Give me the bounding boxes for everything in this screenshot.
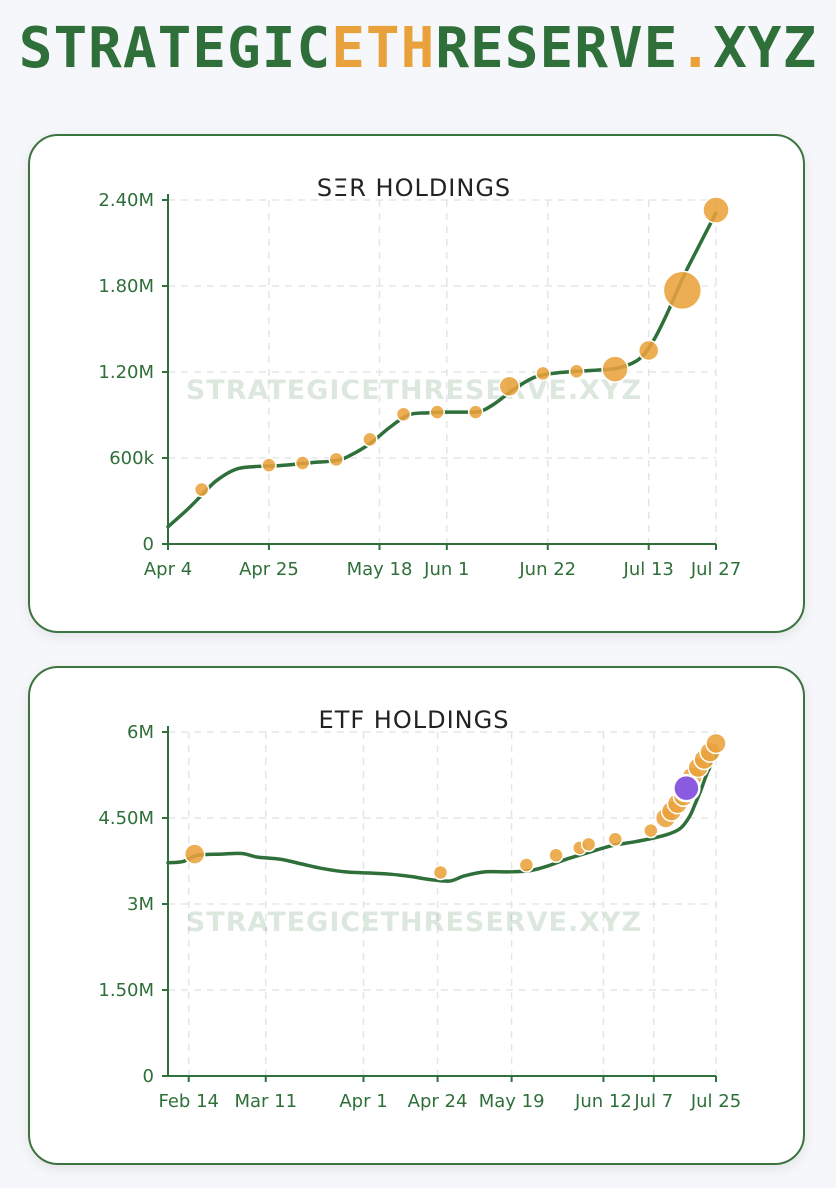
purchase-dot bbox=[580, 836, 597, 853]
x-tick-label: May 18 bbox=[347, 559, 413, 580]
x-tick-label: Jul 25 bbox=[690, 1091, 741, 1112]
site-logo[interactable]: STRATEGICETHRESERVE.XYZ bbox=[0, 14, 836, 94]
y-tick-label: 1.50M bbox=[98, 980, 154, 1001]
ser-holdings-card: STRATEGICETHRESERVE.XYZ 0 600k 1.20M 1.80M 2.… bbox=[28, 134, 805, 633]
purchase-dot bbox=[535, 365, 551, 382]
purchase-dot bbox=[432, 864, 449, 881]
watermark-text: STRATEGICETHRESERVE.XYZ bbox=[186, 907, 642, 938]
purchase-dot bbox=[607, 831, 624, 847]
logo-part-xyz: XYZ bbox=[713, 16, 818, 81]
logo-part-dot: . bbox=[678, 16, 714, 81]
ser-holdings-chart: STRATEGICETHRESERVE.XYZ 0 600k 1.20M 1.80M 2.… bbox=[98, 174, 741, 580]
purchase-dot bbox=[193, 481, 210, 498]
etf-holdings-chart: STRATEGICETHRESERVE.XYZ 0 1.50M 3M 4.50M 6M Fe… bbox=[98, 706, 741, 1112]
purchase-dot bbox=[294, 455, 311, 471]
purchase-dot bbox=[702, 196, 730, 224]
purchase-dot bbox=[261, 457, 277, 473]
logo-part-strategic: STRATEGIC bbox=[18, 16, 332, 81]
purchase-dot bbox=[518, 857, 535, 873]
x-tick-label: Jun 1 bbox=[423, 559, 469, 580]
y-tick-label: 600k bbox=[109, 448, 154, 469]
x-tick-label: Apr 25 bbox=[239, 559, 299, 580]
x-tick-label: Jul 7 bbox=[633, 1091, 673, 1112]
purchase-dot bbox=[183, 843, 206, 865]
purchase-dot bbox=[568, 363, 585, 380]
y-tick-label: 3M bbox=[127, 894, 154, 915]
y-tick-label: 1.80M bbox=[98, 276, 154, 297]
x-tick-label: May 19 bbox=[479, 1091, 545, 1112]
x-tick-label: Apr 24 bbox=[408, 1091, 468, 1112]
x-tick-label: Jul 13 bbox=[623, 559, 674, 580]
holdings-line bbox=[166, 753, 718, 883]
x-tick-label: Jun 12 bbox=[574, 1091, 632, 1112]
watermark-text: STRATEGICETHRESERVE.XYZ bbox=[186, 375, 642, 406]
x-tick-label: Mar 11 bbox=[234, 1091, 297, 1112]
purchase-dot bbox=[498, 375, 521, 398]
chart-title: ETF HOLDINGS bbox=[319, 706, 510, 734]
purchase-dot bbox=[662, 270, 703, 311]
y-tick-label: 2.40M bbox=[98, 190, 154, 211]
purchase-dot bbox=[429, 404, 445, 420]
y-tick-label: 6M bbox=[127, 722, 154, 743]
x-tick-label: Apr 1 bbox=[339, 1091, 387, 1112]
x-tick-label: Feb 14 bbox=[158, 1091, 219, 1112]
purchase-dot bbox=[643, 822, 659, 839]
purchase-dot bbox=[467, 404, 484, 420]
y-tick-label: 0 bbox=[143, 534, 154, 555]
purchase-dot bbox=[637, 339, 660, 362]
purchase-dot bbox=[362, 431, 378, 448]
y-tick-label: 0 bbox=[143, 1066, 154, 1087]
purchase-dot bbox=[548, 847, 564, 864]
etf-holdings-card: STRATEGICETHRESERVE.XYZ 0 1.50M 3M 4.50M 6M Fe… bbox=[28, 666, 805, 1165]
y-tick-label: 1.20M bbox=[98, 362, 154, 383]
purchase-dot bbox=[705, 732, 727, 755]
purchase-dot bbox=[601, 355, 629, 383]
logo-part-eth: ETH bbox=[331, 16, 436, 81]
purchase-dot bbox=[395, 406, 412, 423]
holdings-line bbox=[166, 211, 718, 529]
x-tick-label: Jul 27 bbox=[690, 559, 741, 580]
purchase-dot-highlight bbox=[672, 773, 701, 803]
y-tick-label: 4.50M bbox=[98, 808, 154, 829]
chart-title: SΞR HOLDINGS bbox=[317, 174, 511, 202]
logo-part-reserve: RESERVE bbox=[435, 16, 679, 81]
x-tick-label: Apr 4 bbox=[144, 559, 192, 580]
x-tick-label: Jun 22 bbox=[518, 559, 576, 580]
purchase-dot bbox=[328, 451, 344, 468]
